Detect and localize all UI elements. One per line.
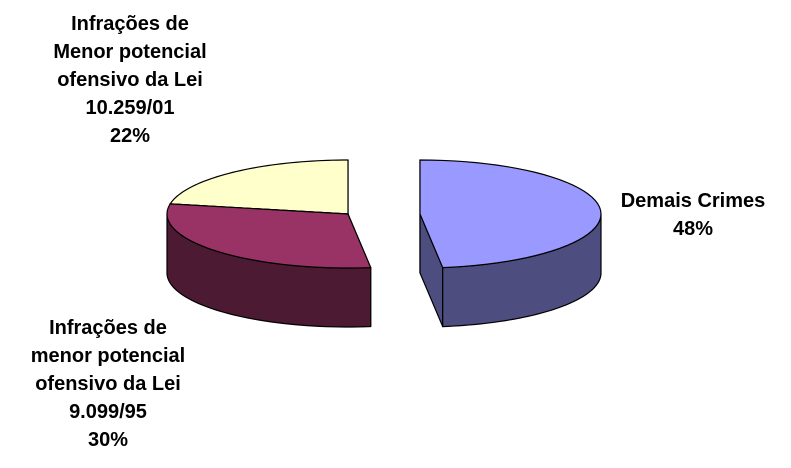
slice-label-percent: 22% xyxy=(109,125,151,147)
pie-slice-top xyxy=(166,203,372,269)
slice-label-lei-9099: Infrações de menor potencial ofensivo da… xyxy=(0,314,216,454)
slice-label-demais-crimes: Demais Crimes 48% xyxy=(598,187,788,243)
slice-label-percent: 48% xyxy=(672,218,714,240)
slice-label-line: Demais Crimes xyxy=(620,190,766,212)
slice-label-line: 9.099/95 xyxy=(69,401,147,423)
pie-slice-top xyxy=(169,159,349,215)
slice-label-line: Infrações de xyxy=(71,13,189,35)
pie-slice-1 xyxy=(166,203,372,328)
pie-slice-0 xyxy=(419,159,602,328)
slice-label-line: menor potencial xyxy=(30,345,186,367)
slice-label-line: 10.259/01 xyxy=(85,97,175,119)
slice-label-line: ofensivo da Lei xyxy=(57,69,203,91)
slice-label-line: ofensivo da Lei xyxy=(35,373,181,395)
slice-label-line: Menor potencial xyxy=(53,41,207,63)
slice-label-line: Infrações de xyxy=(49,317,167,339)
slice-label-percent: 30% xyxy=(87,429,129,451)
slice-label-lei-10259: Infrações de Menor potencial ofensivo da… xyxy=(18,10,242,150)
pie-slice-top xyxy=(419,159,602,269)
